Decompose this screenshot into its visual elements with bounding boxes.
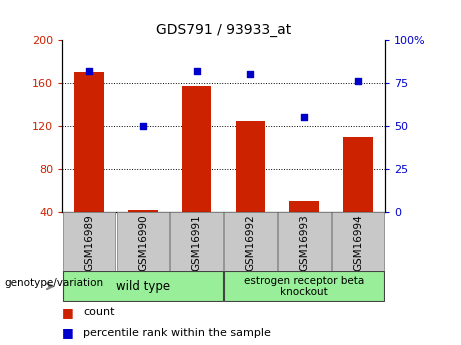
Bar: [331, 212, 384, 271]
Bar: [63, 212, 115, 271]
Text: percentile rank within the sample: percentile rank within the sample: [83, 328, 271, 338]
Bar: [117, 212, 169, 271]
Point: [301, 115, 308, 120]
Point: [139, 123, 147, 129]
Point: [247, 71, 254, 77]
Text: genotype/variation: genotype/variation: [5, 278, 104, 288]
Text: GSM16993: GSM16993: [299, 214, 309, 271]
Bar: [182, 86, 212, 212]
Bar: [278, 212, 331, 271]
Bar: [290, 201, 319, 212]
Bar: [128, 210, 158, 212]
Text: GSM16992: GSM16992: [245, 214, 255, 271]
Bar: [236, 120, 265, 212]
Text: ■: ■: [62, 326, 74, 339]
Bar: [224, 272, 384, 301]
Text: count: count: [83, 307, 114, 317]
Text: GSM16994: GSM16994: [353, 214, 363, 271]
Text: GSM16991: GSM16991: [192, 214, 202, 271]
Point: [355, 78, 362, 84]
Text: GSM16990: GSM16990: [138, 214, 148, 270]
Bar: [343, 137, 373, 212]
Bar: [171, 212, 223, 271]
Text: wild type: wild type: [116, 280, 170, 293]
Text: ■: ■: [62, 306, 74, 319]
Bar: [224, 212, 277, 271]
Text: estrogen receptor beta
knockout: estrogen receptor beta knockout: [244, 276, 364, 297]
Point: [85, 68, 93, 73]
Text: GSM16989: GSM16989: [84, 214, 94, 271]
Point: [193, 68, 201, 73]
Bar: [74, 72, 104, 212]
Bar: [63, 272, 223, 301]
Title: GDS791 / 93933_at: GDS791 / 93933_at: [156, 23, 291, 37]
